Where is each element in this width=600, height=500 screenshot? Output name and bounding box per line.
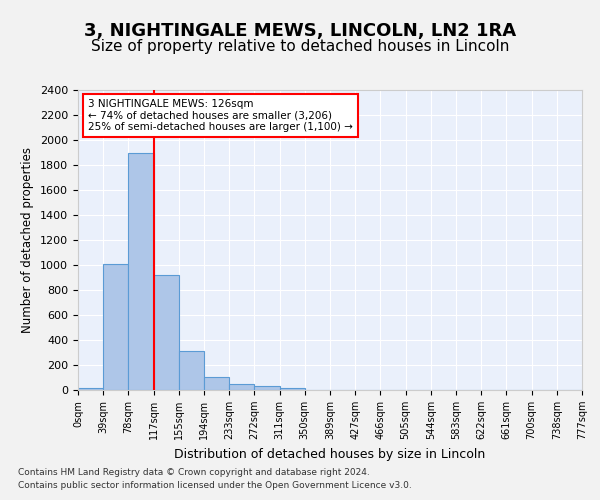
Bar (78, 388, 103, 390)
Bar (280, 388, 305, 390)
Text: Contains public sector information licensed under the Open Government Licence v3: Contains public sector information licen… (18, 482, 412, 490)
Bar (204, 377, 229, 390)
Text: 3 NIGHTINGALE MEWS: 126sqm
← 74% of detached houses are smaller (3,206)
25% of s: 3 NIGHTINGALE MEWS: 126sqm ← 74% of deta… (88, 99, 353, 132)
X-axis label: Distribution of detached houses by size in Lincoln: Distribution of detached houses by size … (175, 448, 485, 460)
Text: Contains HM Land Registry data © Crown copyright and database right 2024.: Contains HM Land Registry data © Crown c… (18, 468, 370, 477)
Bar (128, 152, 154, 390)
Y-axis label: Number of detached properties: Number of detached properties (22, 147, 34, 333)
Bar (229, 384, 254, 390)
Text: 3, NIGHTINGALE MEWS, LINCOLN, LN2 1RA: 3, NIGHTINGALE MEWS, LINCOLN, LN2 1RA (84, 22, 516, 40)
Bar (179, 351, 204, 390)
Bar (254, 386, 280, 390)
Bar (103, 264, 128, 390)
Text: Size of property relative to detached houses in Lincoln: Size of property relative to detached ho… (91, 38, 509, 54)
Bar (154, 275, 179, 390)
